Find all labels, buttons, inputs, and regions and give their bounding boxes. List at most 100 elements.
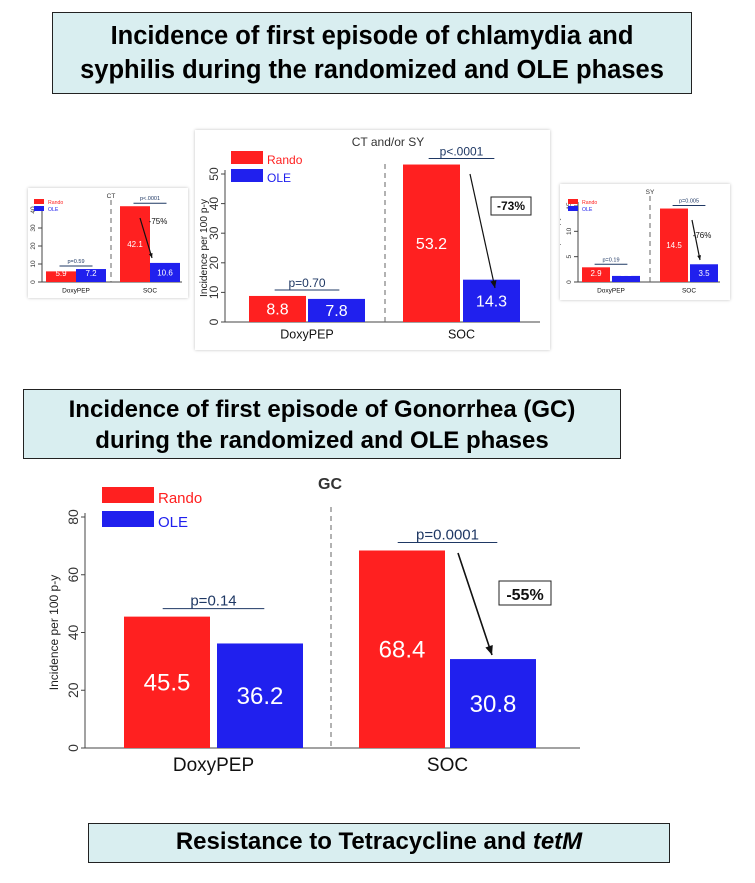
pvalue-label: p=0.0001 [416, 526, 479, 543]
bar-value-label: 2.9 [590, 269, 602, 278]
legend-label-rando: Rando [582, 200, 597, 206]
y-axis-label: Incidence per 100 p-y [199, 198, 210, 297]
resistance-heading-main: Resistance to Tetracycline and [175, 828, 533, 855]
y-axis-label: Incidence per 100 p-y [47, 575, 61, 690]
chart-title: CT and/or SY [352, 135, 424, 149]
change-arrow [691, 219, 701, 261]
category-label: SOC [143, 288, 157, 295]
bar-value-label: 42.1 [127, 240, 143, 249]
y-tick-label: 40 [30, 206, 37, 214]
bar-value-label: 7.8 [325, 303, 347, 320]
legend-label-ole: OLE [267, 171, 291, 185]
legend-swatch-rando [102, 487, 154, 503]
resistance-heading: Resistance to Tetracycline and tetM [88, 823, 670, 863]
bar-ole [217, 643, 303, 748]
change-arrowhead [490, 280, 497, 288]
change-label: -73% [497, 199, 525, 213]
change-box [490, 196, 532, 216]
bar-value-label: 53.2 [416, 236, 447, 253]
legend-swatch-rando [568, 199, 578, 204]
change-label: -76% [693, 231, 712, 240]
bar-ole [612, 275, 640, 282]
y-tick-label: 10 [566, 227, 573, 235]
resistance-heading-text: Resistance to Tetracycline and tetM [176, 828, 582, 855]
bar-ole [463, 279, 520, 322]
heading-line-1: Incidence of first episode of Gonorrhea … [68, 396, 576, 423]
pvalue-label: p<.0001 [140, 196, 160, 202]
legend-swatch-rando [34, 199, 44, 204]
change-arrowhead [485, 645, 493, 655]
pvalue-label: p<.0001 [440, 145, 484, 159]
y-tick-label: 20 [65, 682, 81, 698]
bar-value-label: 8.8 [266, 302, 288, 319]
bar-value-label: 7.2 [85, 269, 97, 278]
legend-swatch-ole [102, 511, 154, 527]
sy-chart-panel: SY 0 5 10 15 Incidence per 100 p-y 2.9 1.2 DoxyP… [560, 184, 730, 300]
chart-title: GC [318, 476, 342, 493]
y-tick-label: 5 [566, 254, 573, 258]
category-label: SOC [427, 755, 468, 776]
bar-ole [450, 659, 536, 748]
legend-label-ole: OLE [158, 514, 188, 531]
bar-rando [582, 267, 610, 282]
y-tick-label: 0 [566, 280, 573, 284]
y-tick-label: 0 [65, 744, 81, 752]
bar-rando [660, 208, 688, 282]
change-arrow [457, 552, 493, 656]
ct-chart-panel: CT010203040Incidence per 100 p-y5.97.2Do… [28, 188, 188, 298]
y-tick-label: 30 [207, 226, 221, 240]
gonorrhea-heading: Incidence of first episode of Gonorrhea … [23, 389, 621, 459]
change-label: -75% [149, 217, 168, 226]
legend-label-rando: Rando [267, 153, 303, 167]
resistance-heading-gene: tetM [532, 828, 583, 855]
gc-chart: GC 0 20 40 60 80 Incidence per 100 p-y 45.5 36.2… [47, 476, 580, 776]
bar-rando [249, 295, 306, 322]
category-label: DoxyPEP [597, 288, 625, 295]
heading-line-2: syphilis during the randomized and OLE p… [80, 56, 664, 84]
bar-rando [120, 206, 150, 282]
pvalue-label: p=0.005 [679, 199, 699, 205]
bar-rando [124, 616, 210, 748]
chart-title: CT [107, 193, 116, 200]
change-label: -55% [506, 587, 543, 604]
bar-ole [308, 298, 365, 322]
change-arrow [469, 173, 496, 289]
bar-value-label: 14.5 [666, 241, 682, 250]
category-label: SOC [448, 328, 475, 342]
legend-swatch-ole [231, 169, 263, 182]
y-tick-label: 40 [207, 197, 221, 211]
y-tick-label: 15 [566, 202, 573, 210]
y-tick-label: 60 [65, 567, 81, 583]
legend-label-rando: Rando [48, 200, 63, 206]
pvalue-label: p=0.59 [67, 259, 84, 265]
chlamydia-syphilis-heading: Incidence of first episode of chlamydia … [52, 12, 692, 94]
bar-ole [150, 262, 180, 282]
legend-label-ole: OLE [582, 207, 593, 213]
bar-ole [76, 269, 106, 282]
bar-value-label: 30.8 [470, 691, 517, 718]
bar-value-label: 1.2 [620, 269, 632, 278]
legend-swatch-rando [231, 151, 263, 164]
legend-swatch-ole [568, 206, 578, 211]
bar-rando [46, 271, 76, 282]
pvalue-label: p=0.70 [288, 276, 325, 290]
y-tick-label: 0 [30, 280, 37, 284]
change-arrow [139, 217, 153, 259]
category-label: DoxyPEP [173, 755, 254, 776]
pvalue-label: p=0.14 [190, 593, 236, 610]
y-axis-label: Incidence per 100 p-y [560, 217, 562, 270]
heading-line-2: during the randomized and OLE phases [95, 427, 549, 454]
change-arrowhead [148, 253, 153, 258]
bar-value-label: 45.5 [144, 670, 191, 697]
bar-ole [690, 264, 718, 282]
legend-label-rando: Rando [158, 490, 202, 507]
bar-rando [359, 550, 445, 748]
bar-value-label: 14.3 [476, 293, 507, 310]
pvalue-label: p=0.19 [602, 257, 619, 263]
sy-chart: SY 0 5 10 15 Incidence per 100 p-y 2.9 1.2 DoxyP… [560, 189, 720, 295]
y-tick-label: 40 [65, 625, 81, 641]
category-label: DoxyPEP [280, 328, 334, 342]
legend-swatch-ole [34, 206, 44, 211]
change-box [498, 580, 552, 606]
ct-sy-chart-panel: CT and/or SY 0 10 20 30 40 50 Incidence per 100… [195, 130, 550, 350]
